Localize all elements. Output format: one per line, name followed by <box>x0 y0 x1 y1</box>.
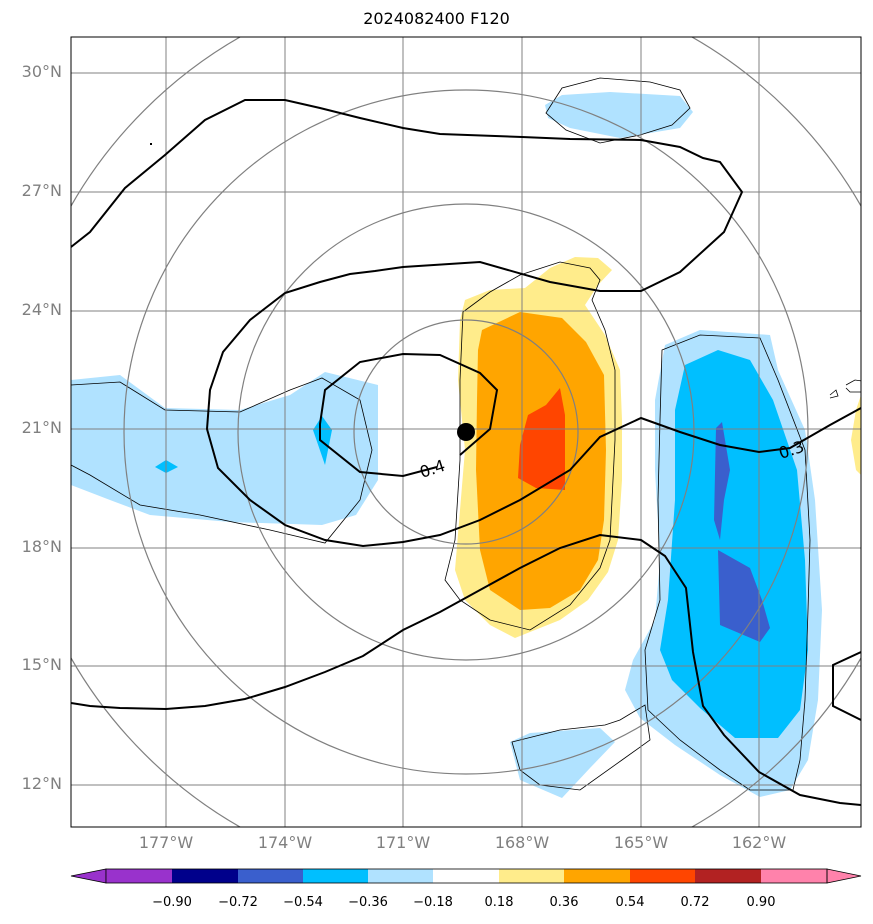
lat-label-27n: 27°N <box>21 181 62 200</box>
shaded-field <box>71 92 861 798</box>
colorbar-tick: −0.90 <box>152 895 192 910</box>
colorbar-tick: −0.36 <box>348 895 388 910</box>
colorbar-tick: 0.36 <box>549 895 579 910</box>
colorbar <box>70 868 862 884</box>
contour-label-04: 0.4 <box>417 456 447 482</box>
colorbar-tick: −0.54 <box>283 895 323 910</box>
negative-anomaly-east-core-a <box>714 422 730 540</box>
lat-label-12n: 12°N <box>21 774 62 793</box>
lat-label-15n: 15°N <box>21 655 62 674</box>
colorbar-min-extension <box>70 868 107 884</box>
lon-label-162w: 162°W <box>731 833 787 852</box>
colorbar-max-extension <box>826 868 862 884</box>
lat-label-21n: 21°N <box>21 418 62 437</box>
positive-anomaly-central-core <box>518 388 565 490</box>
colorbar-tick: 0.72 <box>680 895 710 910</box>
graticule <box>71 37 861 827</box>
negative-anomaly-north <box>545 92 693 138</box>
lat-label-24n: 24°N <box>21 300 62 319</box>
plot-frame <box>70 36 862 828</box>
colorbar-tick: 0.90 <box>746 895 776 910</box>
colorbar-tick: 0.18 <box>484 895 514 910</box>
lon-label-177w: 177°W <box>138 833 194 852</box>
lat-label-30n: 30°N <box>21 62 62 81</box>
negative-anomaly-west-core-a <box>313 416 332 465</box>
map-title: 2024082400 F120 <box>363 9 510 28</box>
negative-anomaly-west <box>71 372 378 525</box>
lon-label-168w: 168°W <box>494 833 550 852</box>
lon-label-171w: 171°W <box>375 833 431 852</box>
lon-label-174w: 174°W <box>257 833 313 852</box>
lat-label-18n: 18°N <box>21 537 62 556</box>
negative-anomaly-east-core-b <box>718 550 770 642</box>
colorbar-tick: −0.18 <box>413 895 453 910</box>
negative-anomaly-south <box>510 728 615 798</box>
positive-anomaly-east-edge <box>851 395 861 475</box>
colorbar-tick: −0.72 <box>218 895 258 910</box>
thick-contours <box>71 99 861 806</box>
range-rings <box>71 37 861 827</box>
lon-label-165w: 165°W <box>613 833 669 852</box>
small-island-dot <box>150 143 152 145</box>
colorbar-tick: 0.54 <box>615 895 645 910</box>
storm-center-marker <box>457 423 475 441</box>
negative-anomaly-east-mid <box>660 350 808 738</box>
